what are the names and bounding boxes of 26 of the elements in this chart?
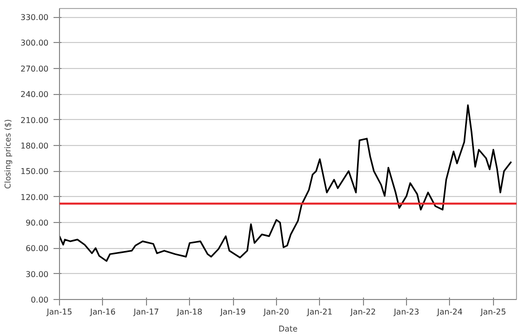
y-tick-label: 0.00 — [30, 296, 48, 304]
x-tick-label: Jan-23 — [392, 308, 420, 316]
y-tick-label: 300.00 — [20, 38, 49, 48]
y-axis-title: Closing prices ($) — [4, 119, 13, 189]
y-tick-label: 270.00 — [20, 64, 49, 74]
y-tick-label: 120.00 — [20, 192, 49, 202]
x-tick-label: Jan-15 — [46, 308, 72, 316]
x-tick-label: Jan-20 — [262, 308, 290, 316]
y-tick-label: 30.00 — [26, 270, 49, 279]
x-tick-label: Jan-18 — [176, 308, 202, 316]
x-tick-label: Jan-24 — [436, 308, 463, 316]
y-tick-label: 150.00 — [20, 167, 49, 176]
x-tick-label: Jan-25 — [480, 308, 506, 316]
x-tick-label: Jan-17 — [132, 308, 160, 316]
y-tick-label: 180.00 — [20, 141, 49, 150]
line-series — [60, 104, 512, 262]
x-axis-title: Date — [278, 324, 298, 334]
y-tick-label: 240.00 — [20, 90, 49, 100]
x-tick-label: Jan-21 — [306, 308, 333, 316]
y-tick-label: 90.00 — [26, 218, 49, 228]
y-tick-label: 60.00 — [26, 244, 49, 254]
y-tick-label: 210.00 — [20, 116, 49, 125]
y-tick-label: 330.00 — [20, 13, 49, 22]
x-tick-label: Jan-19 — [219, 308, 246, 316]
x-tick-label: Jan-22 — [349, 308, 376, 316]
x-tick-label: Jan-16 — [89, 308, 116, 316]
